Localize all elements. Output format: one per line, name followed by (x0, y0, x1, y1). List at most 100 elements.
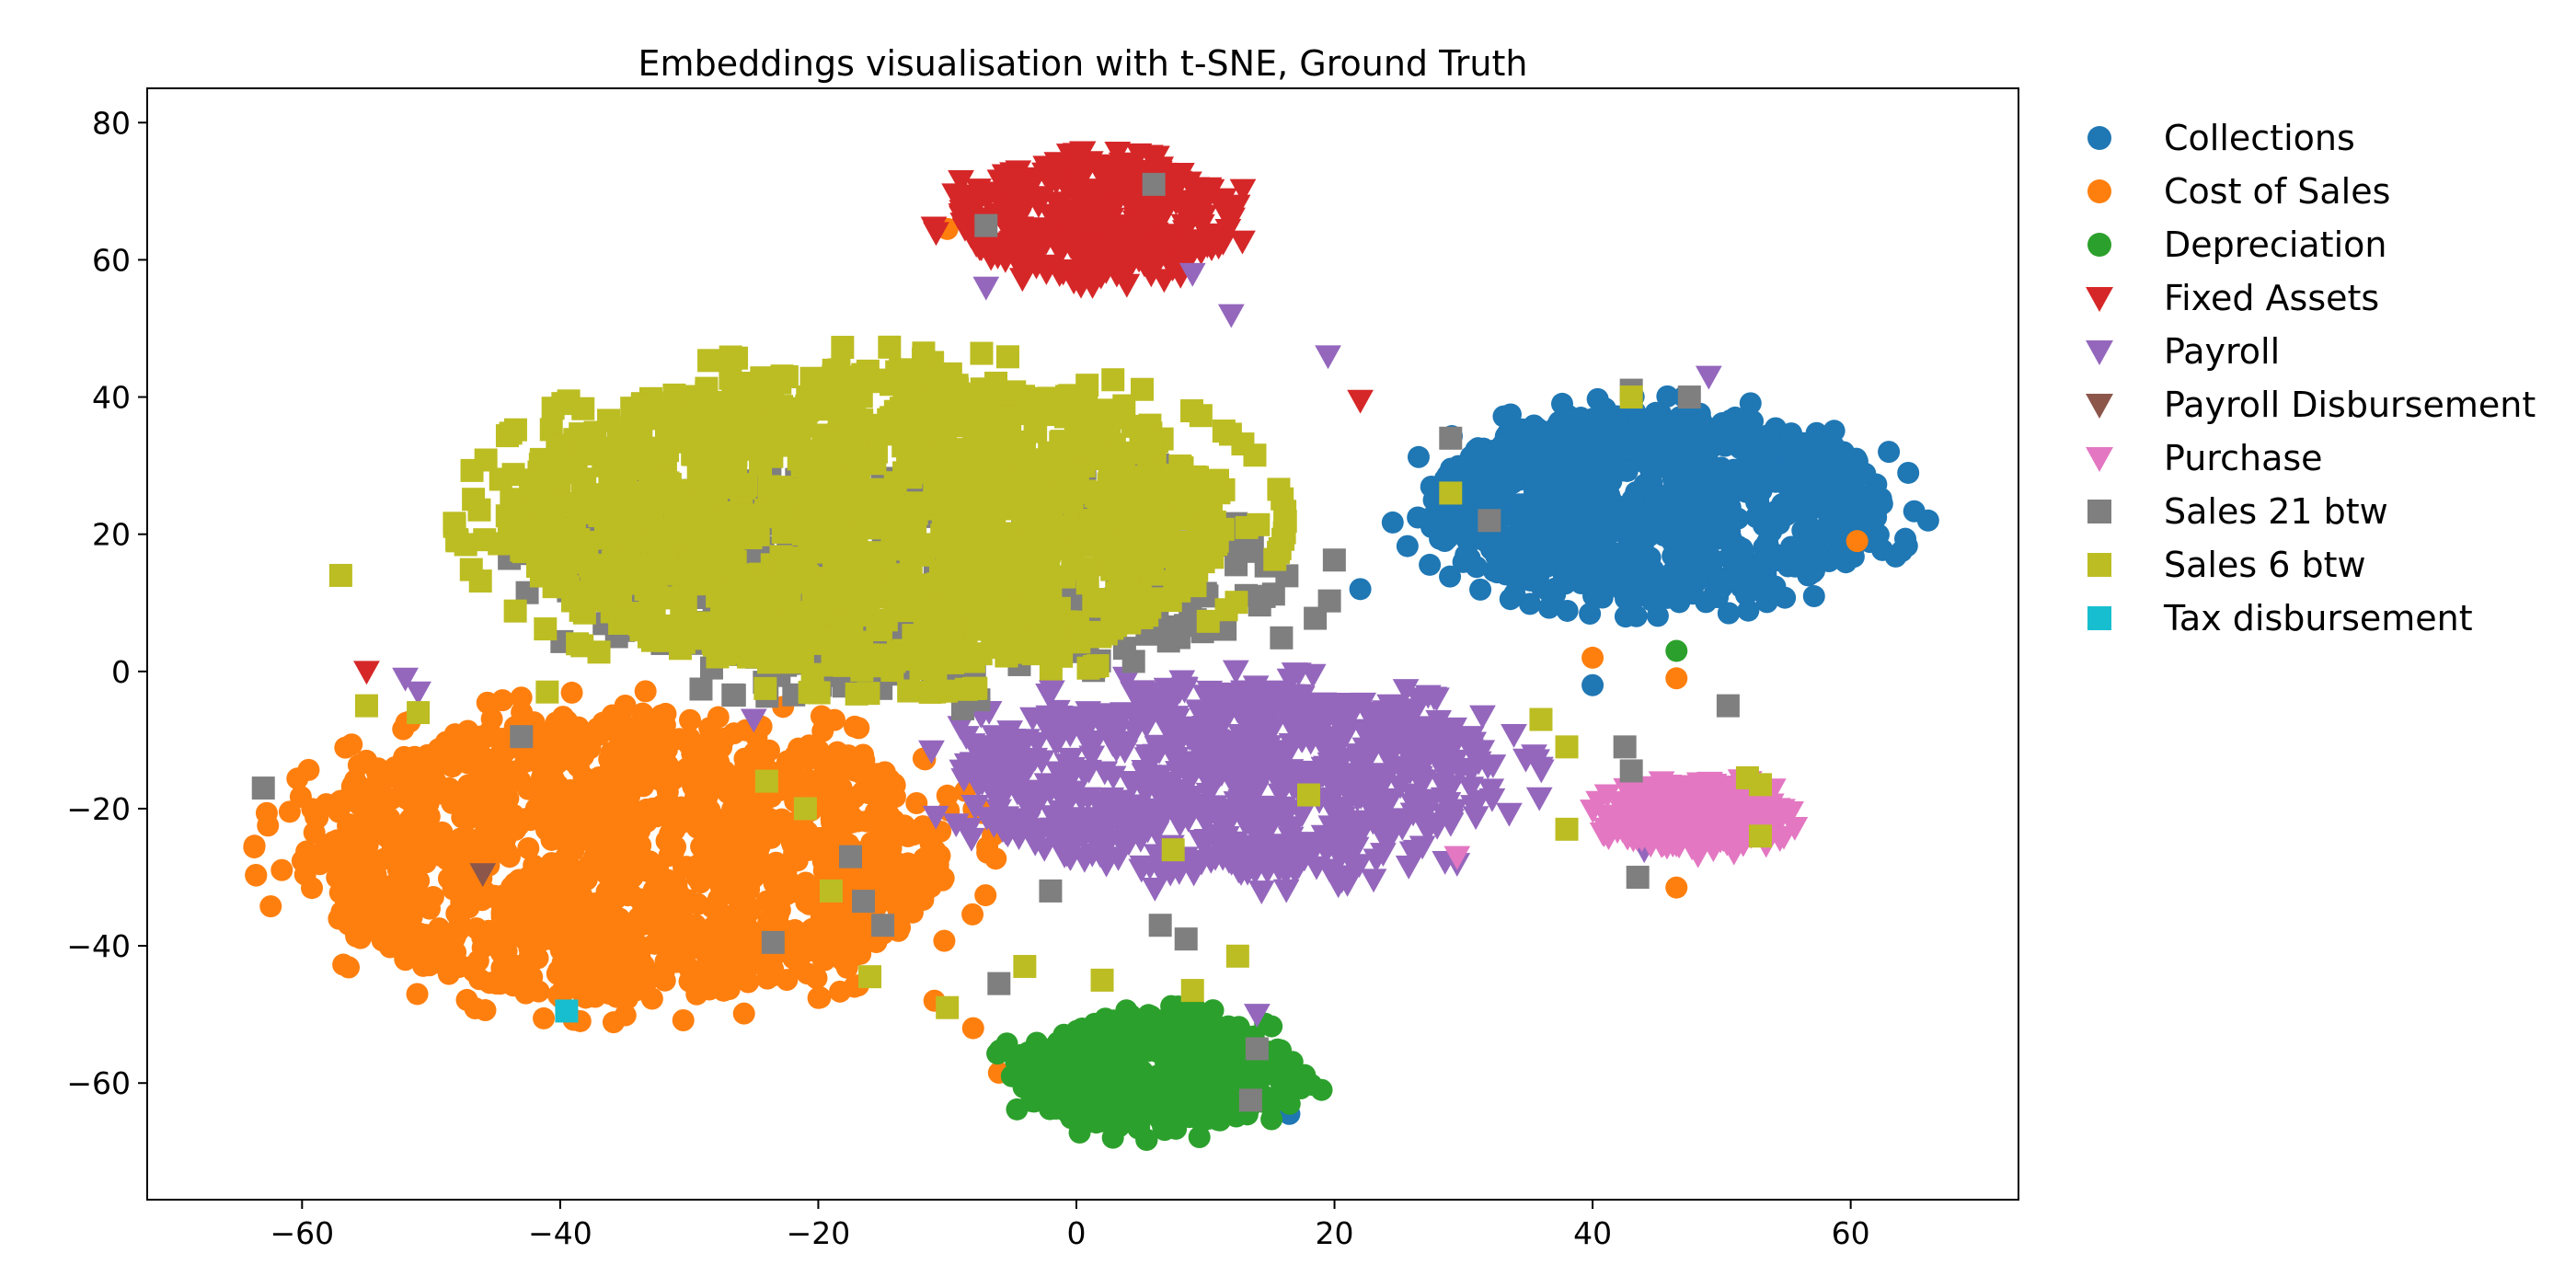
point-collections (1739, 392, 1762, 415)
point-cost-of-sales (480, 707, 503, 730)
point-collections (1798, 563, 1821, 586)
point-collections (1503, 582, 1526, 605)
point-fixed-assets (1001, 181, 1029, 206)
point-cost-of-sales (609, 922, 632, 945)
point-cost-of-sales (669, 811, 692, 834)
point-cost-of-sales (782, 947, 805, 970)
point-collections (1439, 565, 1462, 588)
point-cost-of-sales (243, 834, 266, 857)
point-cost-of-sales (429, 922, 452, 945)
point-sales-21-btw (987, 972, 1011, 995)
point-cost-of-sales (712, 979, 735, 1002)
point-cost-of-sales (905, 792, 928, 815)
point-payroll (1272, 879, 1300, 903)
point-collections (1579, 603, 1602, 626)
point-sales-21-btw (1142, 172, 1166, 196)
point-depreciation (1183, 1082, 1206, 1105)
point-payroll (1163, 778, 1190, 803)
point-payroll (1222, 660, 1249, 684)
point-sales-21-btw (251, 776, 275, 800)
point-depreciation (1177, 1018, 1200, 1041)
point-cost-of-sales (835, 751, 858, 774)
point-cost-of-sales (726, 808, 749, 831)
point-cost-of-sales (831, 949, 854, 972)
point-cost-of-sales (331, 792, 354, 815)
point-cost-of-sales (454, 873, 477, 896)
point-collections (1479, 472, 1502, 495)
point-cost-of-sales (809, 826, 832, 849)
point-collections (1520, 539, 1543, 562)
point-depreciation (1232, 1065, 1255, 1088)
point-collections (1724, 406, 1747, 429)
point-cost-of-sales (588, 925, 611, 948)
point-payroll (972, 276, 1000, 301)
point-collections (1621, 488, 1644, 511)
point-collections (1734, 478, 1757, 501)
point-depreciation (1036, 1088, 1059, 1111)
point-fixed-assets (353, 661, 380, 685)
point-cost-of-sales (286, 767, 309, 790)
point-collections (1891, 540, 1914, 563)
point-payroll (1121, 719, 1149, 744)
point-cost-of-sales (829, 980, 852, 1003)
point-payroll (1254, 860, 1282, 884)
point-cost-of-sales (761, 964, 784, 987)
point-fixed-assets (1086, 212, 1113, 236)
point-cost-of-sales (537, 857, 560, 880)
point-collections (1598, 552, 1621, 575)
point-cost-of-sales (499, 903, 522, 926)
point-fixed-assets (1214, 218, 1242, 243)
point-depreciation (1126, 1046, 1149, 1069)
point-depreciation (1260, 1108, 1283, 1131)
point-cost-of-sales (445, 902, 468, 925)
point-fixed-assets (1347, 389, 1374, 414)
point-cost-of-sales (662, 887, 685, 910)
point-payroll (1360, 868, 1387, 893)
point-fixed-assets (1067, 274, 1095, 299)
point-cost-of-sales (332, 953, 355, 976)
point-fixed-assets (1087, 179, 1115, 203)
point-cost-of-sales (245, 863, 268, 886)
point-payroll (1392, 679, 1420, 704)
point-collections (1792, 431, 1815, 454)
series-collections (1278, 385, 1939, 1125)
point-collections (1556, 599, 1579, 622)
point-cost-of-sales (592, 800, 615, 823)
point-payroll (1328, 869, 1355, 893)
point-cost-of-sales (491, 884, 514, 907)
point-payroll (981, 785, 1008, 810)
point-sales-21-btw (721, 683, 745, 707)
point-cost-of-sales (748, 859, 771, 882)
point-cost-of-sales (760, 909, 783, 932)
point-sales-21-btw (1677, 385, 1701, 409)
point-cost-of-sales (495, 921, 518, 944)
point-cost-of-sales (369, 784, 392, 807)
point-cost-of-sales (396, 928, 419, 951)
point-cost-of-sales (685, 983, 708, 1006)
point-collections (1782, 451, 1805, 474)
point-cost-of-sales (542, 812, 565, 835)
point-cost-of-sales (760, 826, 783, 849)
point-collections (1845, 494, 1868, 517)
point-cost-of-sales (703, 734, 726, 757)
point-cost-of-sales (665, 908, 688, 931)
point-cost-of-sales (408, 788, 431, 811)
point-collections (1716, 569, 1739, 592)
point-collections (1444, 515, 1467, 538)
point-payroll (1425, 709, 1453, 734)
point-cost-of-sales (376, 762, 399, 785)
point-collections (1666, 575, 1689, 598)
point-depreciation (1055, 1081, 1078, 1104)
point-cost-of-sales (671, 761, 694, 784)
point-fixed-assets (1163, 190, 1190, 215)
point-cost-of-sales (742, 842, 765, 865)
point-depreciation (1172, 996, 1195, 1019)
point-cost-of-sales (611, 735, 634, 758)
point-payroll (1052, 831, 1079, 855)
point-collections (1533, 445, 1556, 468)
point-depreciation (1097, 1028, 1120, 1051)
point-fixed-assets (1024, 242, 1052, 266)
point-collections (1554, 466, 1577, 489)
point-cost-of-sales (843, 715, 866, 738)
point-cost-of-sales (811, 719, 834, 742)
